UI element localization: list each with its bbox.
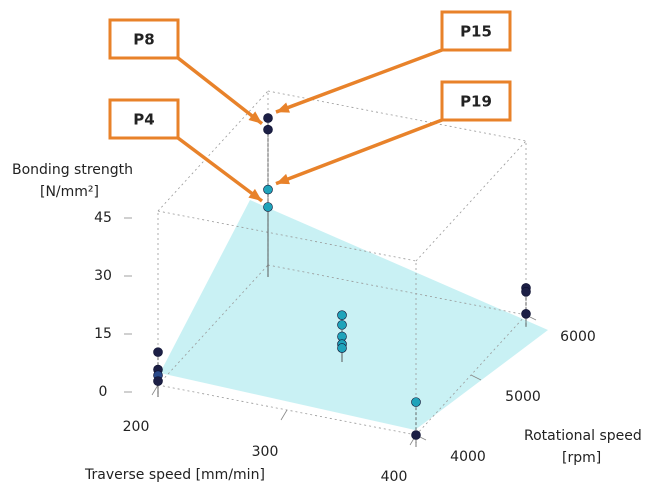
annotation-label: P8 [133,31,154,49]
y-tick-label: 4000 [450,449,486,465]
point [263,124,273,135]
y-tick-label: 5000 [505,389,541,405]
box-edge [267,264,527,316]
x-axis-label: Traverse speed [mm/min] [84,467,265,483]
annotation-arrow [176,56,264,126]
point [337,320,347,330]
bounding-box [124,90,537,446]
y-axis-label: Rotational speed [524,428,642,444]
z-tick-label: 30 [94,268,112,284]
annotation-arrowhead [276,173,290,185]
annotation-label: P19 [460,93,492,111]
box-edge [415,140,527,262]
z-axis-label: [N/mm²] [40,184,99,200]
y-axis-label: [rpm] [562,450,601,466]
x-tick [151,384,159,396]
x-tick-label: 200 [123,419,150,435]
y-tick-label: 6000 [560,329,596,345]
box-edge [157,210,417,262]
annotation-box [440,80,512,122]
annotation-label: P15 [460,23,492,41]
x-tick [280,409,288,421]
fitted-surface [160,200,548,430]
x-tick-label: 300 [252,444,279,460]
annotation-box [108,98,180,140]
points [153,113,531,440]
annotation-arrowhead [276,102,290,113]
box-edge [267,90,527,142]
z-tick-label: 0 [99,384,108,400]
x-tick-label: 400 [381,469,408,485]
annotation-arrow [275,48,443,114]
box-edge [157,90,269,212]
annotation-arrow [176,136,264,203]
z-axis-label: Bonding strength [12,162,133,178]
point [411,397,421,407]
annotation-box [108,18,180,60]
y-tick [470,374,482,381]
point [337,310,347,321]
point [263,113,273,123]
annotation-box [440,10,512,52]
point [411,430,421,440]
point [263,184,273,195]
point [521,286,531,297]
annotation-arrowhead [248,111,262,124]
point [521,309,531,319]
point [153,347,163,357]
z-tick-label: 15 [94,326,112,342]
annotation-arrow [275,118,443,186]
annotation-arrowhead [248,188,262,201]
z-tick-label: 45 [94,210,112,226]
annotation-label: P4 [133,111,154,129]
box-edge [157,264,269,386]
point [263,202,273,212]
annotations: P15 P8 P19 P4 [108,10,512,203]
point [153,376,163,386]
point [337,343,347,353]
